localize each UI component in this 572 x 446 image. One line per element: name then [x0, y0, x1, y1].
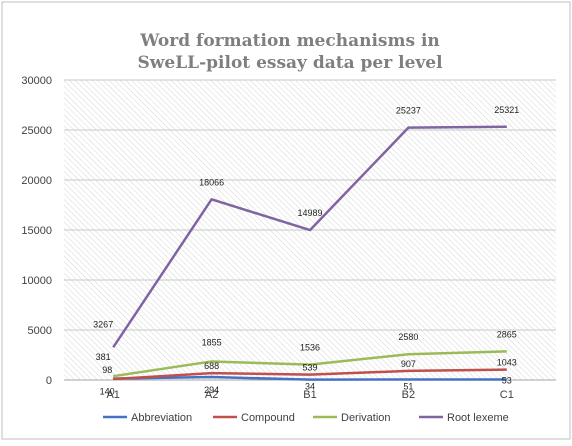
data-label: 1855 — [202, 337, 222, 347]
data-label: 51 — [403, 381, 413, 391]
data-label: 25321 — [494, 105, 519, 115]
data-label: 2865 — [497, 329, 517, 339]
data-label: 14989 — [297, 208, 322, 218]
data-label: 381 — [96, 352, 111, 362]
gridlines — [64, 79, 556, 381]
data-label: 25237 — [396, 106, 421, 116]
legend-label: Compound — [241, 412, 295, 424]
y-tick-label: 5000 — [28, 325, 52, 337]
x-tick-label: A2 — [205, 389, 218, 401]
data-labels: 140 294 34 51 53 98 688 539 907 1043 381 1855 1536 25… — [93, 105, 519, 397]
y-tick-label: 25000 — [21, 125, 52, 137]
data-label: 18066 — [199, 177, 224, 187]
data-label: 688 — [204, 361, 219, 371]
series-line-root-lexeme — [112, 125, 507, 349]
data-label: 98 — [102, 365, 112, 375]
series-lines — [112, 125, 507, 381]
data-label: 2580 — [398, 332, 418, 342]
data-label: 294 — [204, 385, 219, 395]
x-tick-label: A1 — [106, 389, 119, 401]
series-line-abbreviation — [113, 375, 507, 381]
y-tick-label: 15000 — [21, 225, 52, 237]
y-axis: 0 5000 10000 15000 20000 25000 30000 — [21, 75, 52, 387]
data-label: 140 — [100, 387, 115, 397]
data-label: 53 — [502, 375, 512, 385]
chart-title-line-2: SweLL-pilot essay data per level — [137, 53, 443, 73]
y-tick-label: 10000 — [21, 275, 52, 287]
x-tick-label: B1 — [303, 389, 316, 401]
chart-title-line-1: Word formation mechanisms in — [139, 31, 440, 51]
data-label: 1043 — [497, 358, 517, 368]
data-label: 1536 — [300, 343, 320, 353]
data-label: 907 — [401, 359, 416, 369]
data-label: 3267 — [93, 319, 113, 329]
y-tick-label: 0 — [46, 375, 52, 387]
x-tick-label: C1 — [500, 389, 514, 401]
series-line-derivation — [113, 350, 507, 378]
data-label: 539 — [302, 363, 317, 373]
data-label: 34 — [305, 382, 315, 392]
series-line-compound — [113, 368, 507, 381]
legend-label: Root lexeme — [447, 412, 509, 424]
x-tick-label: B2 — [402, 389, 415, 401]
legend-label: Abbreviation — [131, 412, 192, 424]
legend-label: Derivation — [341, 412, 391, 424]
legend: Abbreviation Compound Derivation Root lexem… — [103, 412, 509, 424]
y-tick-label: 20000 — [21, 175, 52, 187]
y-tick-label: 30000 — [21, 75, 52, 87]
